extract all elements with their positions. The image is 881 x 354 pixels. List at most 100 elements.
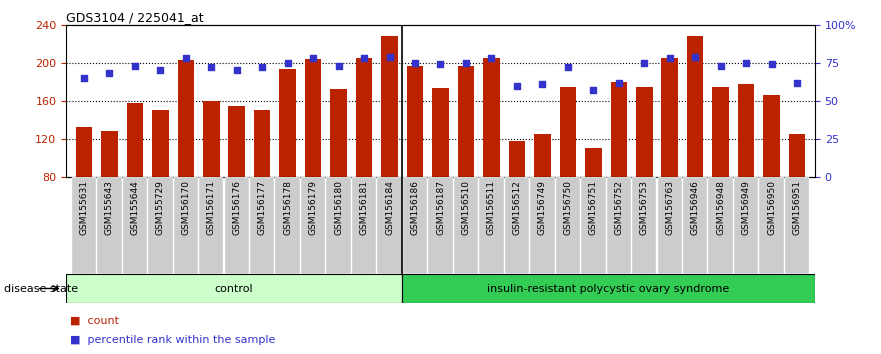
Bar	[556, 177, 580, 274]
Point	[663, 56, 677, 61]
Bar	[785, 177, 810, 274]
Bar	[122, 177, 147, 274]
Bar	[276, 177, 300, 274]
Bar	[330, 90, 347, 177]
Bar	[66, 274, 402, 303]
Bar	[305, 59, 322, 177]
Text: GSM156170: GSM156170	[181, 180, 190, 235]
Bar	[301, 177, 325, 274]
Bar	[228, 105, 245, 177]
Text: GSM156184: GSM156184	[385, 180, 394, 235]
Bar	[763, 95, 780, 177]
Bar	[199, 177, 224, 274]
Bar	[356, 58, 373, 177]
Bar	[403, 177, 427, 274]
Bar	[581, 177, 605, 274]
Point	[433, 62, 448, 67]
Bar	[428, 177, 453, 274]
Bar	[402, 274, 815, 303]
Bar	[250, 177, 274, 274]
Text: GSM156178: GSM156178	[283, 180, 292, 235]
Bar	[454, 177, 478, 274]
Text: GSM156187: GSM156187	[436, 180, 445, 235]
Point	[611, 80, 626, 85]
Text: GSM156763: GSM156763	[665, 180, 674, 235]
Bar	[738, 84, 754, 177]
Bar	[177, 60, 194, 177]
Bar	[483, 58, 500, 177]
Point	[102, 71, 116, 76]
Bar	[381, 36, 398, 177]
Bar	[734, 177, 759, 274]
Point	[230, 68, 244, 73]
Point	[714, 63, 728, 69]
Bar	[225, 177, 249, 274]
Text: GSM156180: GSM156180	[334, 180, 343, 235]
Bar	[607, 177, 631, 274]
Text: GSM156752: GSM156752	[614, 180, 623, 235]
Text: GSM156749: GSM156749	[538, 180, 547, 235]
Point	[77, 75, 91, 81]
Text: GSM156179: GSM156179	[308, 180, 318, 235]
Text: GSM156949: GSM156949	[742, 180, 751, 235]
Text: GSM156512: GSM156512	[513, 180, 522, 235]
Text: GSM156946: GSM156946	[691, 180, 700, 235]
Point	[179, 56, 193, 61]
Text: GSM156171: GSM156171	[207, 180, 216, 235]
Text: GSM156176: GSM156176	[233, 180, 241, 235]
Bar	[71, 177, 96, 274]
Bar	[152, 110, 168, 177]
Bar	[713, 87, 729, 177]
Bar	[559, 87, 576, 177]
Bar	[662, 58, 678, 177]
Bar	[148, 177, 173, 274]
Bar	[203, 101, 219, 177]
Bar	[505, 177, 529, 274]
Point	[255, 64, 270, 70]
Bar	[174, 177, 198, 274]
Bar	[632, 177, 656, 274]
Text: ■  count: ■ count	[70, 315, 120, 325]
Point	[281, 60, 295, 66]
Text: control: control	[215, 284, 253, 293]
Text: GSM156510: GSM156510	[462, 180, 470, 235]
Point	[204, 64, 218, 70]
Bar	[683, 177, 707, 274]
Bar	[352, 177, 376, 274]
Bar	[407, 66, 423, 177]
Text: GDS3104 / 225041_at: GDS3104 / 225041_at	[66, 11, 204, 24]
Point	[637, 60, 651, 66]
Point	[153, 68, 167, 73]
Point	[128, 63, 142, 69]
Point	[306, 56, 320, 61]
Text: GSM156950: GSM156950	[767, 180, 776, 235]
Bar	[433, 87, 448, 177]
Point	[357, 56, 371, 61]
Bar	[101, 131, 118, 177]
Text: ■  percentile rank within the sample: ■ percentile rank within the sample	[70, 335, 276, 345]
Text: GSM156511: GSM156511	[487, 180, 496, 235]
Text: GSM155644: GSM155644	[130, 180, 139, 235]
Text: GSM156951: GSM156951	[793, 180, 802, 235]
Point	[536, 81, 550, 87]
Bar	[458, 66, 474, 177]
Bar	[508, 141, 525, 177]
Text: insulin-resistant polycystic ovary syndrome: insulin-resistant polycystic ovary syndr…	[487, 284, 729, 293]
Point	[331, 63, 345, 69]
Point	[790, 80, 804, 85]
Bar	[97, 177, 122, 274]
Bar	[326, 177, 351, 274]
Bar	[127, 103, 143, 177]
Text: GSM156181: GSM156181	[359, 180, 368, 235]
Text: GSM156186: GSM156186	[411, 180, 419, 235]
Text: GSM156753: GSM156753	[640, 180, 648, 235]
Bar	[76, 127, 93, 177]
Text: GSM155729: GSM155729	[156, 180, 165, 235]
Text: disease state: disease state	[4, 284, 78, 293]
Bar	[708, 177, 733, 274]
Bar	[279, 69, 296, 177]
Bar	[585, 148, 602, 177]
Point	[510, 83, 524, 88]
Bar	[479, 177, 504, 274]
Point	[408, 60, 422, 66]
